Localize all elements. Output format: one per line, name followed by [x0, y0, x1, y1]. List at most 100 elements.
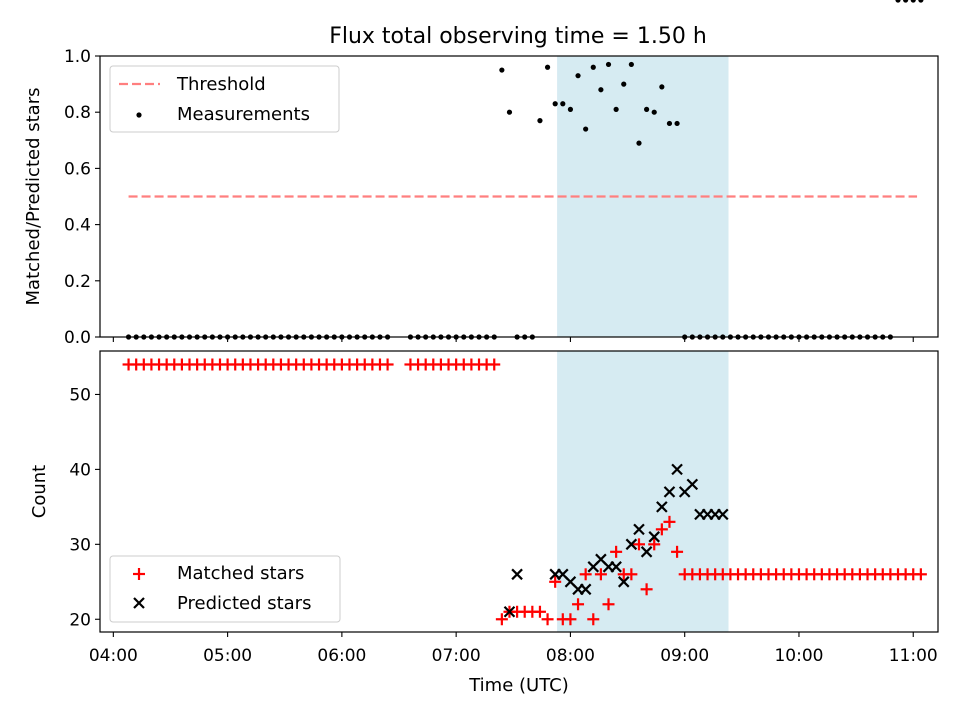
matched-point: [594, 568, 607, 581]
predicted-point: [633, 523, 645, 536]
legend-matched-swatch: [133, 568, 145, 580]
matched-point: [632, 538, 645, 551]
y-tick-label: 0.6: [64, 159, 91, 179]
x-tick-label: 11:00: [889, 646, 938, 666]
measurement-point: [575, 73, 581, 79]
legend-predicted-swatch: [133, 597, 145, 609]
matched-point: [495, 613, 508, 626]
legend-matched-label: Matched stars: [177, 563, 304, 584]
matched-point: [914, 568, 927, 581]
measurement-point: [567, 106, 574, 112]
top-x-ticks: [112, 337, 914, 342]
matched-point: [663, 515, 676, 528]
bottom-y-axis-label: Count: [29, 465, 50, 518]
measurement-point: [651, 109, 657, 115]
matched-point: [572, 598, 585, 611]
predicted-point: [610, 561, 622, 573]
measurement-point: [499, 67, 505, 73]
y-tick-label: 30: [69, 535, 91, 555]
matched-point: [564, 613, 577, 626]
bottom-highlight-span: [557, 351, 729, 632]
matched-point: [671, 545, 684, 558]
measurement-point: [903, 0, 909, 3]
x-tick-label: 07:00: [432, 646, 481, 666]
top-panel: 0.0 0.2 0.4 0.6 0.8 1.0 Matched/Predicted sta…: [23, 0, 939, 348]
top-axes-frame: [99, 55, 939, 338]
matched-points: [122, 358, 927, 626]
top-y-ticks: 0.0 0.2 0.4 0.6 0.8 1.0: [64, 47, 100, 348]
top-legend-box: [109, 65, 340, 133]
matched-point: [541, 613, 554, 626]
matched-point: [640, 583, 653, 596]
matched-point: [602, 598, 615, 611]
measurement-point: [628, 61, 634, 68]
y-tick-label: 20: [69, 610, 91, 630]
predicted-point: [648, 531, 661, 543]
measurement-point: [659, 84, 665, 90]
bottom-x-ticks: 04:00 05:00 06:00 07:00 08:00 09:00 10:00 11:00: [89, 632, 938, 666]
legend-threshold-label: Threshold: [176, 74, 266, 95]
matched-point: [549, 575, 562, 588]
matched-point: [648, 538, 661, 551]
measurement-point: [918, 0, 924, 3]
predicted-point: [686, 478, 699, 491]
matched-point: [579, 568, 592, 581]
legend-measurements-swatch: [136, 112, 142, 118]
measurement-point: [621, 81, 627, 87]
bottom-panel: 20 30 40 50 04:00 05:00 06:00 07:00 08:00 09:00 1…: [29, 350, 939, 696]
predicted-point: [617, 576, 630, 588]
measurement-point: [537, 118, 543, 124]
measurement-point: [544, 64, 551, 70]
measurement-point: [636, 140, 642, 146]
measurement-point: [590, 64, 596, 70]
matched-point: [381, 358, 394, 371]
measurement-point: [506, 109, 513, 115]
x-tick-label: 08:00: [546, 646, 595, 666]
measurement-point: [666, 120, 673, 127]
matched-point: [488, 358, 501, 371]
matched-point: [625, 568, 638, 581]
bottom-x-axis-label: Time (UTC): [468, 675, 569, 696]
measurement-point: [605, 61, 612, 68]
measurement-point: [560, 101, 566, 107]
bottom-legend: Matched stars Predicted stars: [109, 555, 341, 623]
top-legend: Threshold Measurements: [109, 65, 340, 133]
figure-title: Flux total observing time = 1.50 h: [329, 24, 707, 49]
top-y-axis-label: Matched/Predicted stars: [23, 88, 44, 306]
x-tick-label: 06:00: [317, 646, 366, 666]
y-tick-label: 40: [69, 460, 91, 480]
y-tick-label: 0.2: [64, 272, 91, 292]
x-tick-label: 05:00: [203, 646, 252, 666]
y-tick-label: 1.0: [64, 47, 91, 67]
measurement-point: [552, 101, 558, 107]
measurement-point: [583, 126, 589, 132]
x-tick-label: 10:00: [774, 646, 823, 666]
y-tick-label: 0.0: [64, 328, 91, 348]
predicted-point: [656, 501, 668, 513]
measurement-points: [125, 0, 924, 340]
predicted-point: [511, 568, 523, 581]
y-tick-label: 50: [69, 385, 91, 405]
x-tick-label: 09:00: [660, 646, 709, 666]
matched-point: [655, 523, 668, 536]
x-tick-label: 04:00: [89, 646, 138, 666]
measurement-point: [613, 106, 619, 112]
bottom-axes-frame: [99, 350, 939, 633]
measurement-point: [598, 87, 604, 93]
predicted-point: [503, 605, 516, 618]
predicted-point: [625, 538, 638, 551]
predicted-point: [663, 486, 676, 498]
measurement-point: [644, 106, 650, 112]
bottom-legend-box: [109, 555, 341, 623]
matched-point: [610, 545, 623, 558]
measurement-point: [895, 0, 901, 3]
predicted-point: [717, 508, 729, 521]
y-tick-label: 0.8: [64, 103, 91, 123]
legend-measurements-label: Measurements: [177, 104, 310, 125]
predicted-point: [640, 546, 653, 558]
matched-point: [587, 613, 600, 626]
matched-point: [533, 605, 546, 618]
y-tick-label: 0.4: [64, 216, 91, 236]
predicted-point: [671, 463, 683, 476]
predicted-point: [579, 583, 592, 596]
